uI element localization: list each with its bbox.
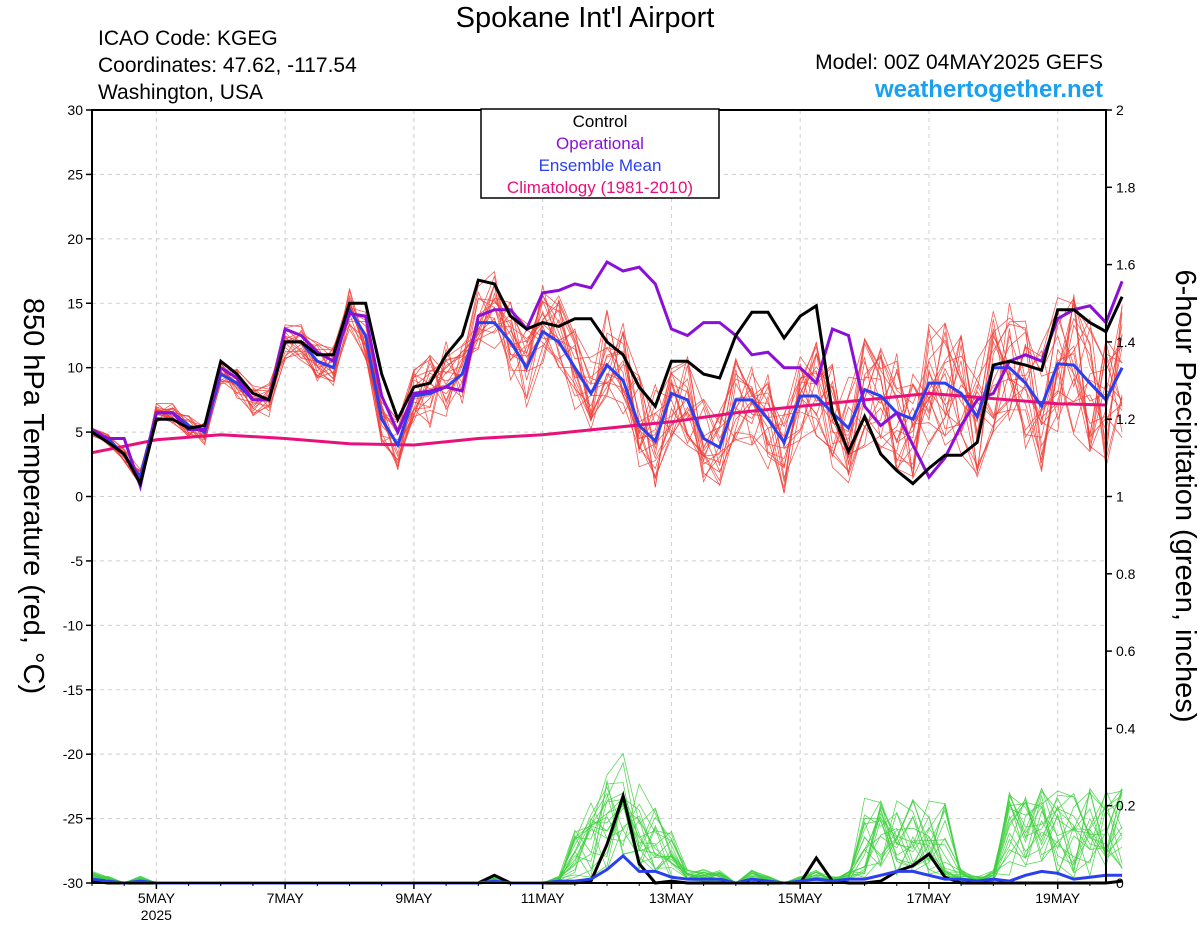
y2-tick-label: 1 [1116, 489, 1124, 505]
y-tick-label: -30 [63, 875, 83, 891]
legend-item: Control [573, 112, 628, 131]
location: Washington, USA [98, 81, 263, 104]
y-tick-label: 5 [75, 424, 83, 440]
y-tick-label: 30 [67, 102, 83, 118]
y2-tick-label: 2 [1116, 102, 1124, 118]
legend-item: Climatology (1981-2010) [507, 178, 693, 197]
y-tick-label: 10 [67, 360, 83, 376]
x-tick-year-label: 2025 [141, 907, 172, 923]
axes: 302520151050-5-10-15-20-25-305MAY20257MA… [63, 102, 1136, 923]
y2-axis-label: 6-hour Precipitation (green, inches) [1169, 270, 1200, 723]
temp-member-line [91, 294, 1123, 479]
x-tick-label: 5MAY [138, 890, 176, 906]
x-tick-label: 7MAY [267, 890, 305, 906]
y2-tick-label: 0.2 [1116, 798, 1136, 814]
y-tick-label: 20 [67, 231, 83, 247]
coordinates: Coordinates: 47.62, -117.54 [98, 54, 357, 77]
x-tick-label: 11MAY [521, 890, 565, 906]
y-tick-label: -25 [63, 811, 83, 827]
temp-member-line [91, 312, 1123, 493]
legend-box [480, 108, 720, 199]
y-tick-label: -5 [71, 553, 84, 569]
operational-temp-line [91, 259, 1124, 492]
climatology-line [91, 391, 1107, 455]
temp-member-line [91, 297, 1123, 483]
y2-tick-label: 0.6 [1116, 643, 1136, 659]
x-tick-label: 17MAY [907, 890, 953, 906]
temp-member-line [91, 309, 1123, 487]
y2-tick-label: 0 [1116, 875, 1124, 891]
control-temp-line [91, 278, 1124, 488]
legend-item: Operational [556, 134, 644, 153]
main-series [91, 259, 1124, 885]
x-tick-label: 19MAY [1035, 890, 1081, 906]
temp-member-line [91, 295, 1123, 480]
y2-tick-label: 1.8 [1116, 179, 1136, 195]
website-link[interactable]: weathertogether.net [874, 76, 1103, 103]
y2-tick-label: 1.2 [1116, 411, 1136, 427]
y2-tick-label: 0.8 [1116, 566, 1136, 582]
chart-title: Spokane Int'l Airport [455, 2, 715, 34]
y-tick-label: -10 [63, 617, 83, 633]
y2-tick-label: 0.4 [1116, 720, 1136, 736]
y2-tick-label: 1.4 [1116, 334, 1136, 350]
temp-member-line [91, 290, 1123, 485]
model-run: Model: 00Z 04MAY2025 GEFS [815, 51, 1103, 74]
legend: Control Operational Ensemble Mean Climatolo… [480, 108, 720, 199]
y-axis-label: 850 hPa Temperature (red, °C) [17, 298, 49, 694]
x-tick-label: 9MAY [395, 890, 433, 906]
temp-member-line [91, 291, 1123, 488]
y-tick-label: 25 [67, 166, 83, 182]
ensemble-mean-precip-line [91, 853, 1123, 885]
grid-lines [92, 110, 1106, 883]
legend-item: Ensemble Mean [539, 156, 662, 175]
y-tick-label: 0 [75, 489, 83, 505]
y-tick-label: -15 [63, 682, 83, 698]
icao-code: ICAO Code: KGEG [98, 27, 278, 50]
y-tick-label: -20 [63, 746, 83, 762]
x-tick-label: 13MAY [649, 890, 695, 906]
y2-tick-label: 1.6 [1116, 257, 1136, 273]
y-tick-label: 15 [67, 295, 83, 311]
x-tick-label: 15MAY [778, 890, 824, 906]
